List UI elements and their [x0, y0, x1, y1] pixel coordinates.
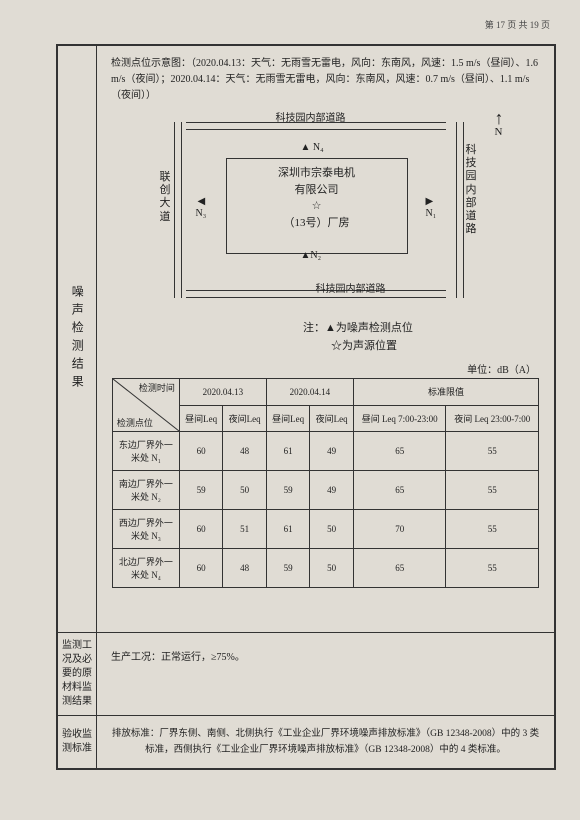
d1-day: 昼间Leq [179, 405, 223, 432]
marker-n3: N₃ [196, 208, 207, 219]
road-left [174, 122, 182, 298]
building-box: 深圳市宗泰电机 有限公司 ☆ （13号）厂房 [226, 158, 408, 254]
marker-n1: N₁ [426, 208, 437, 219]
date2-header: 2020.04.14 [266, 379, 353, 406]
std-night: 夜间 Leq 23:00-7:00 [446, 405, 539, 432]
document-page: 第 17 页 共 19 页 噪声检测结果 检测点位示意图：（2020.04.13… [0, 0, 580, 820]
section-label-condition: 监测工况及必要的原材料监测结果 [58, 633, 97, 716]
table-row: 南边厂界外一米处 N₂ 59 50 59 49 65 55 [112, 471, 538, 510]
date1-header: 2020.04.13 [179, 379, 266, 406]
d2-night: 夜间Leq [310, 405, 354, 432]
page-number: 第 17 页 共 19 页 [485, 18, 550, 31]
table-row: 东边厂界外一米处 N₁ 60 48 61 49 65 55 [112, 432, 538, 471]
noise-data-table: 检测时间 检测点位 2020.04.13 2020.04.14 标准限值 昼间L… [112, 378, 539, 588]
road-right [456, 122, 464, 298]
road-bottom: 科技园内部道路 [186, 290, 446, 298]
marker-n3-tri: ◀ [198, 196, 206, 207]
d1-night: 夜间Leq [223, 405, 267, 432]
corner-header: 检测时间 检测点位 [112, 379, 179, 432]
marker-n1-tri: ▶ [426, 196, 434, 207]
unit-label: 单位：dB（A） [103, 361, 548, 376]
marker-n2: ▲N₂ [301, 250, 322, 261]
diagram-legend: 注：▲为噪声检测点位 ☆为声源位置 [303, 320, 548, 355]
std-day: 昼间 Leq 7:00-23:00 [353, 405, 446, 432]
section-content-condition: 生产工况：正常运行，≥75%。 [97, 633, 555, 716]
d2-day: 昼间Leq [266, 405, 310, 432]
table-row: 西边厂界外一米处 N₃ 60 51 61 50 70 55 [112, 510, 538, 549]
section-content-standard: 排放标准：厂界东侧、南侧、北侧执行《工业企业厂界环境噪声排放标准》（GB 123… [97, 716, 555, 769]
main-layout-table: 噪声检测结果 检测点位示意图：（2020.04.13：天气：无雨雪无雷电，风向：… [57, 45, 555, 769]
marker-n4: ▲ N₄ [301, 142, 324, 153]
section-label-noise: 噪声检测结果 [58, 46, 97, 633]
table-row: 北边厂界外一米处 N₄ 60 48 59 50 65 55 [112, 549, 538, 588]
site-diagram: N 科技园内部道路 科技园内部道路 联创大道 科技园内部道路 [146, 116, 506, 316]
section-content-noise: 检测点位示意图：（2020.04.13：天气：无雨雪无雷电，风向：东南风，风速：… [97, 46, 555, 633]
content-frame: 噪声检测结果 检测点位示意图：（2020.04.13：天气：无雨雪无雷电，风向：… [56, 44, 556, 770]
section-label-standard: 验收监测标准 [58, 716, 97, 769]
north-arrow: N [495, 110, 504, 138]
intro-text: 检测点位示意图：（2020.04.13：天气：无雨雪无雷电，风向：东南风，风速：… [103, 50, 548, 110]
road-top: 科技园内部道路 [186, 122, 446, 130]
std-header: 标准限值 [353, 379, 538, 406]
road-right-label: 科技园内部道路 [466, 144, 478, 236]
road-left-label: 联创大道 [160, 171, 172, 224]
